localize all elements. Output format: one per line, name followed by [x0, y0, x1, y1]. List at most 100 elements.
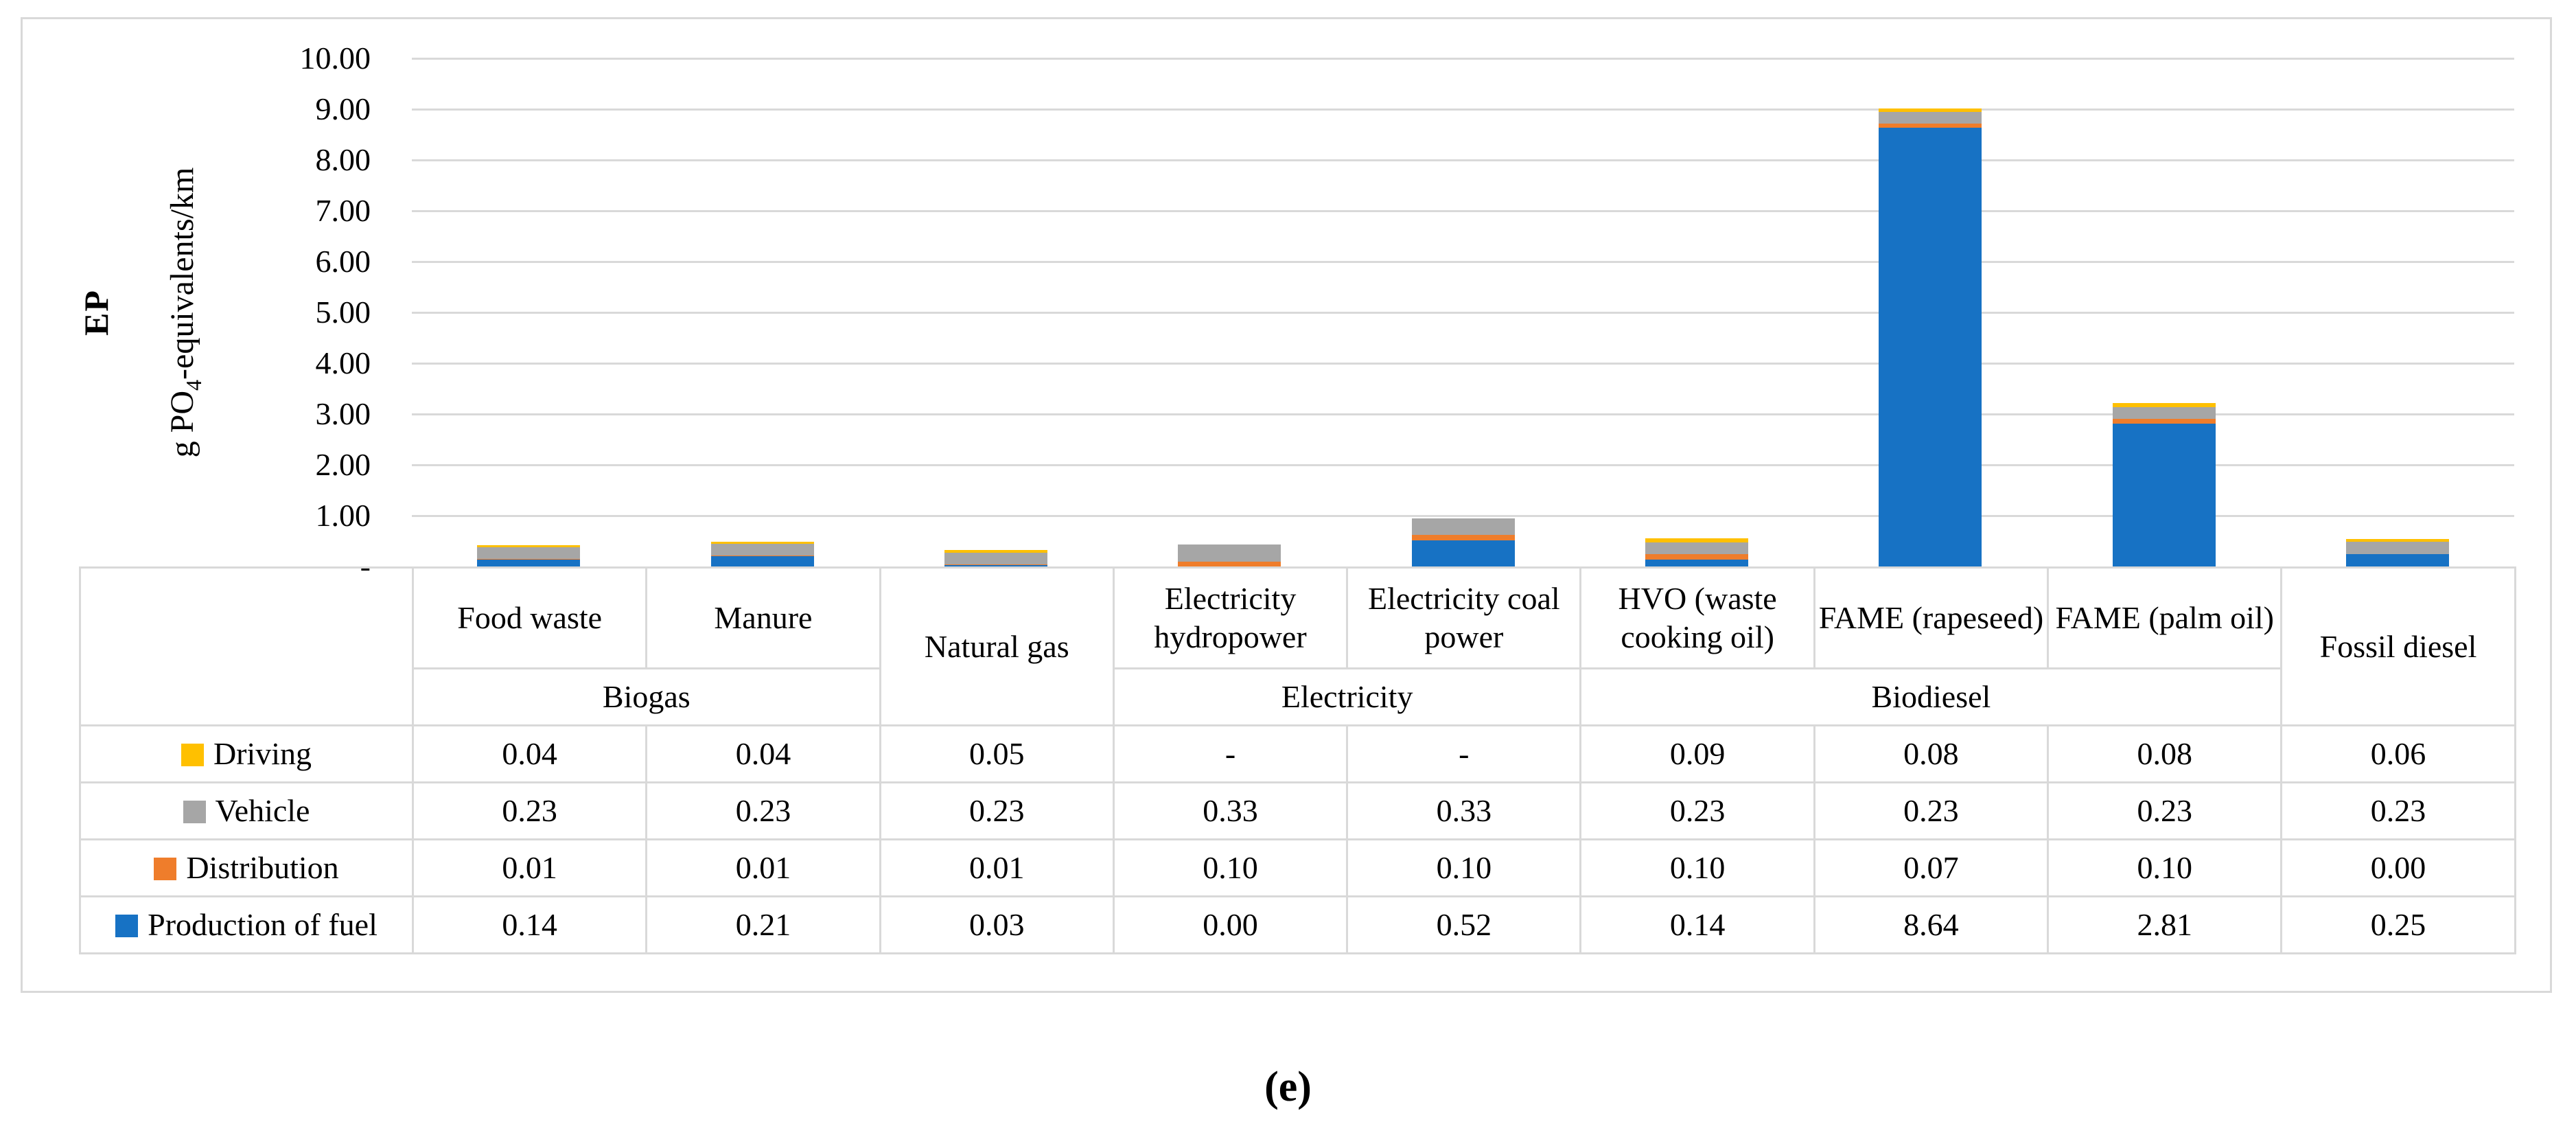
bar-segment-driving [2112, 402, 2216, 407]
value-cell: 0.01 [411, 838, 648, 897]
value-cell: 0.23 [1813, 781, 2050, 840]
y-axis-tick-label: 5.00 [315, 295, 371, 330]
value-cell: 0.23 [2047, 781, 2283, 840]
value-cell: - [1112, 724, 1349, 783]
bar-segment-driving [2345, 539, 2449, 542]
value-cell: 0.10 [2047, 838, 2283, 897]
bar-segment-vehicle [2112, 406, 2216, 419]
bar-segment-production-of-fuel [477, 559, 581, 566]
y-axis-tick-label: 4.00 [315, 345, 371, 380]
value-cell: 0.07 [1813, 838, 2050, 897]
bar-segment-distribution [1645, 554, 1748, 560]
category-electricity-coal-power: Electricity coal power [1346, 566, 1582, 669]
value-cell: 0.04 [645, 724, 881, 783]
gridline [412, 57, 2514, 60]
bar-natural-gas [944, 550, 1047, 566]
bar-segment-vehicle [477, 547, 581, 559]
legend-item-production-of-fuel: Production of fuel [79, 895, 414, 954]
group-electricity: Electricity [1112, 667, 1582, 726]
value-cell: 0.21 [645, 895, 881, 954]
value-cell: 0.52 [1346, 895, 1582, 954]
y-axis-tick-label: 3.00 [315, 396, 371, 431]
value-cell: 0.10 [1579, 838, 1815, 897]
gridline [412, 108, 2514, 111]
bar-segment-vehicle [1178, 544, 1281, 562]
bar-electricity-hydropower [1178, 544, 1281, 566]
value-cell: - [1346, 724, 1582, 783]
gridline [412, 514, 2514, 517]
bar-segment-production-of-fuel [2345, 553, 2449, 566]
value-cell: 0.14 [1579, 895, 1815, 954]
gridline [412, 311, 2514, 314]
subfigure-caption: (e) [1264, 1064, 1312, 1110]
value-cell: 0.04 [411, 724, 648, 783]
bar-segment-vehicle [944, 553, 1047, 565]
bar-segment-production-of-fuel [1645, 559, 1748, 566]
bar-segment-distribution [1879, 124, 1982, 128]
value-cell: 0.03 [879, 895, 1115, 954]
bar-segment-distribution [2112, 418, 2216, 424]
value-cell: 0.10 [1112, 838, 1349, 897]
distribution-legend-swatch-icon [154, 858, 177, 880]
category-food-waste: Food waste [411, 566, 648, 669]
driving-legend-swatch-icon [181, 744, 204, 766]
table-row-vehicle: Vehicle 0.23 0.23 0.23 0.33 0.33 0.23 0.… [79, 781, 2516, 840]
value-cell: 0.23 [645, 781, 881, 840]
value-cell: 0.14 [411, 895, 648, 954]
bar-segment-distribution [477, 558, 581, 560]
table-row-distribution: Distribution 0.01 0.01 0.01 0.10 0.10 0.… [79, 838, 2516, 897]
legend-item-driving: Driving [79, 724, 414, 783]
value-cell: 0.01 [879, 838, 1115, 897]
series-label: Driving [213, 736, 312, 771]
bar-segment-production-of-fuel [710, 555, 814, 566]
bar-segment-vehicle [2345, 542, 2449, 554]
value-cell: 0.33 [1112, 781, 1349, 840]
value-cell: 0.08 [2047, 724, 2283, 783]
bar-segment-driving [477, 544, 581, 547]
y-axis-tick-labels: 10.00 9.00 8.00 7.00 6.00 5.00 4.00 3.00 2.00 1.0… [0, 0, 384, 618]
bar-segment-driving [1645, 538, 1748, 543]
bar-segment-driving [710, 541, 814, 544]
category-electricity-hydropower: Electricity hydropower [1112, 566, 1349, 669]
bar-segment-production-of-fuel [2112, 424, 2216, 566]
vehicle-legend-swatch-icon [183, 801, 206, 823]
production-legend-swatch-icon [115, 915, 139, 937]
value-cell: 0.23 [879, 781, 1115, 840]
y-axis-tick-label: 10.00 [299, 41, 371, 76]
value-cell: 8.64 [1813, 895, 2050, 954]
series-label: Vehicle [215, 793, 310, 828]
bar-fame-palm-oil- [2112, 402, 2216, 566]
bar-segment-distribution [1178, 561, 1281, 566]
y-axis-tick-label: 6.00 [315, 244, 371, 279]
gridline [412, 413, 2514, 415]
table-row-production-of-fuel: Production of fuel 0.14 0.21 0.03 0.00 0… [79, 895, 2516, 954]
category-header-row: Food waste Manure Natural gas Electricit… [79, 566, 2516, 726]
legend-item-vehicle: Vehicle [79, 781, 414, 840]
plot-area [412, 57, 2514, 566]
bar-segment-driving [944, 550, 1047, 553]
y-axis-tick-label: 8.00 [315, 142, 371, 177]
gridline [412, 362, 2514, 365]
bar-fame-rapeseed- [1879, 108, 1982, 566]
value-cell: 0.23 [2280, 781, 2516, 840]
value-cell: 0.00 [1112, 895, 1349, 954]
bar-segment-distribution [944, 564, 1047, 565]
y-axis-tick-label: 9.00 [315, 91, 371, 126]
value-cell: 2.81 [2047, 895, 2283, 954]
bar-manure [710, 541, 814, 566]
bar-food-waste [477, 544, 581, 566]
bar-fossil-diesel [2345, 539, 2449, 566]
group-header-row: Biogas Electricity Biodiesel [80, 667, 2516, 726]
category-fame-rapeseed: FAME (rapeseed) [1813, 566, 2050, 669]
gridline [412, 463, 2514, 466]
value-cell: 0.25 [2280, 895, 2516, 954]
series-label: Production of fuel [148, 907, 378, 942]
series-label: Distribution [186, 850, 339, 885]
group-biodiesel: Biodiesel [1579, 667, 2283, 726]
value-cell: 0.08 [1813, 724, 2050, 783]
category-hvo: HVO (waste cooking oil) [1579, 566, 1815, 669]
legend-item-distribution: Distribution [79, 838, 414, 897]
category-manure: Manure [645, 566, 881, 669]
bar-segment-vehicle [1645, 542, 1748, 555]
